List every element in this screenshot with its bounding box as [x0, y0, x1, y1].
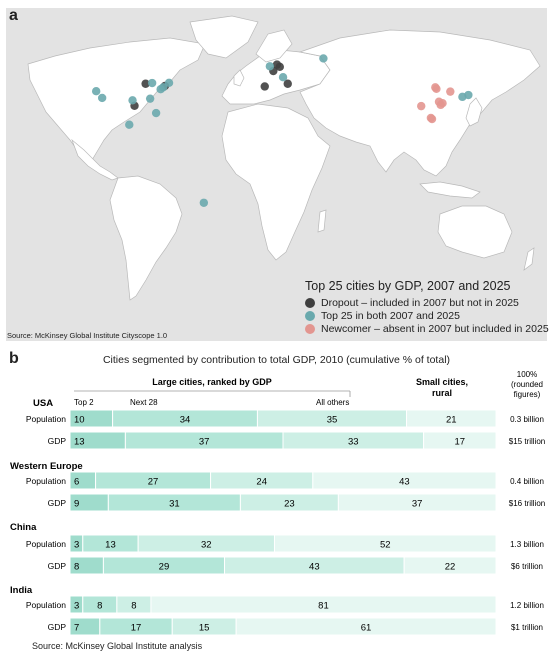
bar-value-label: 6: [74, 477, 79, 488]
dropout-city-marker: [276, 63, 284, 71]
legend-label-dropout: Dropout – included in 2007 but not in 20…: [321, 297, 519, 309]
top25-city-marker: [266, 62, 274, 70]
newcomer-city-marker: [417, 102, 425, 110]
top25-city-marker: [319, 54, 327, 62]
bar-value-label: 7: [74, 623, 79, 634]
top25-city-marker: [152, 109, 160, 117]
bar-value-label: 37: [412, 499, 423, 510]
bar-value-label: 8: [74, 562, 79, 573]
bar-value-label: 34: [180, 415, 191, 426]
legend-swatch-both: [305, 311, 315, 321]
bar-value-label: 22: [445, 562, 456, 573]
bar-value-label: 37: [199, 437, 210, 448]
bar-value-label: 81: [318, 601, 329, 612]
region-title: India: [10, 585, 33, 596]
stacked-bar-chart: Large cities, ranked by GDP Top 2 Next 28 A…: [0, 365, 553, 655]
map-source-note: Source: McKinsey Global Institute Citysc…: [7, 331, 167, 340]
bar-value-label: 10: [74, 415, 85, 426]
top25-city-marker: [92, 87, 100, 95]
segment-header-2: All others: [316, 398, 349, 407]
legend-swatch-newcomer: [305, 324, 315, 334]
bar-value-label: 32: [201, 540, 212, 551]
bar-value-label: 35: [327, 415, 338, 426]
bar-value-label: 31: [169, 499, 180, 510]
newcomer-city-marker: [446, 87, 454, 95]
row-total: $6 trillion: [511, 562, 543, 571]
bar-value-label: 17: [131, 623, 142, 634]
top25-city-marker: [125, 120, 133, 128]
top25-city-marker: [159, 83, 167, 91]
total-header-line: 100%: [517, 370, 537, 379]
bar-value-label: 13: [74, 437, 85, 448]
total-header-line: figures): [514, 390, 541, 399]
row-label: Population: [26, 414, 66, 424]
legend-title: Top 25 cities by GDP, 2007 and 2025: [305, 279, 510, 293]
segment-header-1: Next 28: [130, 398, 158, 407]
small-cities-header-line: Small cities,: [416, 377, 468, 387]
top25-city-marker: [279, 73, 287, 81]
region-title: USA: [33, 398, 53, 409]
bar-value-label: 43: [399, 477, 410, 488]
bar-value-label: 21: [446, 415, 457, 426]
legend-item-both: Top 25 in both 2007 and 2025: [305, 310, 460, 322]
region-title: Western Europe: [10, 461, 83, 472]
legend-item-newcomer: Newcomer – absent in 2007 but included i…: [305, 323, 549, 335]
row-total: $1 trillion: [511, 623, 543, 632]
bar-value-label: 29: [159, 562, 170, 573]
newcomer-city-marker: [432, 85, 440, 93]
small-cities-header-line: rural: [432, 388, 452, 398]
bar-value-label: 17: [455, 437, 466, 448]
large-cities-header: Large cities, ranked by GDP: [152, 377, 272, 387]
bar-value-label: 61: [361, 623, 372, 634]
bar-value-label: 3: [74, 540, 79, 551]
legend-swatch-dropout: [305, 298, 315, 308]
top25-city-marker: [148, 79, 156, 87]
newcomer-city-marker: [435, 98, 443, 106]
top25-city-marker: [200, 199, 208, 207]
segment-header-0: Top 2: [74, 398, 94, 407]
row-label: Population: [26, 476, 66, 486]
chart-source-note: Source: McKinsey Global Institute analys…: [32, 641, 202, 651]
panel-a-letter: a: [9, 7, 18, 25]
legend-label-newcomer: Newcomer – absent in 2007 but included i…: [321, 323, 549, 335]
row-label: Population: [26, 600, 66, 610]
row-total: $15 trillion: [509, 437, 545, 446]
bar-value-label: 43: [309, 562, 320, 573]
dropout-city-marker: [261, 82, 269, 90]
bar-value-label: 27: [148, 477, 159, 488]
row-total: 1.3 billion: [510, 540, 544, 549]
legend-label-both: Top 25 in both 2007 and 2025: [321, 310, 460, 322]
top25-city-marker: [98, 94, 106, 102]
bar-value-label: 8: [131, 601, 136, 612]
total-header-line: (rounded: [511, 380, 543, 389]
bar-value-label: 15: [199, 623, 210, 634]
top25-city-marker: [146, 94, 154, 102]
row-total: 0.3 billion: [510, 415, 544, 424]
row-label: GDP: [48, 622, 67, 632]
row-label: Population: [26, 539, 66, 549]
bar-value-label: 23: [284, 499, 295, 510]
bar-value-label: 9: [74, 499, 79, 510]
bar-value-label: 33: [348, 437, 359, 448]
bar-value-label: 24: [256, 477, 267, 488]
legend-item-dropout: Dropout – included in 2007 but not in 20…: [305, 297, 519, 309]
newcomer-city-marker: [428, 115, 436, 123]
row-label: GDP: [48, 498, 67, 508]
bar-value-label: 13: [105, 540, 116, 551]
row-label: GDP: [48, 561, 67, 571]
row-total: $16 trillion: [509, 499, 545, 508]
top25-city-marker: [128, 96, 136, 104]
bar-value-label: 8: [97, 601, 102, 612]
top25-city-marker: [458, 93, 466, 101]
bar-value-label: 52: [380, 540, 391, 551]
row-label: GDP: [48, 436, 67, 446]
world-map: [0, 0, 553, 345]
row-total: 1.2 billion: [510, 601, 544, 610]
region-title: China: [10, 522, 37, 533]
row-total: 0.4 billion: [510, 477, 544, 486]
bar-value-label: 3: [74, 601, 79, 612]
